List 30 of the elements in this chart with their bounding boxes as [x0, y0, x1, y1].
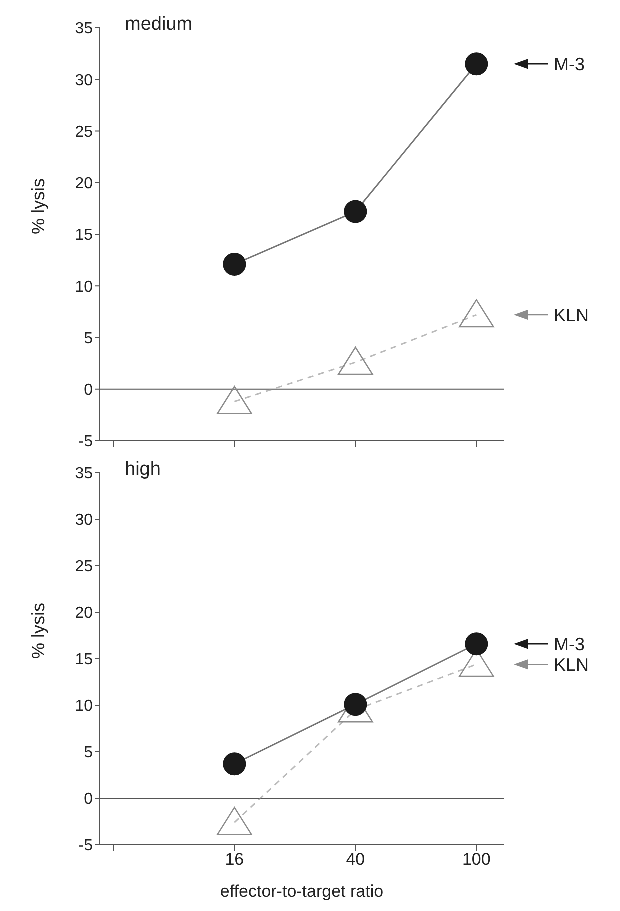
y-tick-label: 5: [84, 330, 94, 348]
y-axis-title: % lysis: [28, 178, 48, 234]
y-axis-title: % lysis: [28, 602, 48, 659]
y-tick-label: 5: [84, 744, 94, 762]
chart-title: medium: [125, 14, 193, 36]
y-tick-label: 25: [75, 558, 94, 576]
legend-label: KLN: [554, 305, 590, 326]
x-tick-label: 100: [462, 850, 491, 870]
y-tick-label: 25: [75, 124, 94, 141]
y-tick-label: -5: [78, 838, 94, 855]
chart-title: high: [125, 459, 161, 481]
y-tick-label: 30: [75, 512, 94, 530]
legend-label: M-3: [554, 634, 585, 654]
y-tick-label: 30: [75, 72, 94, 90]
x-tick-label: 16: [225, 850, 244, 870]
y-tick-label: 10: [75, 278, 94, 296]
y-tick-label: 15: [75, 652, 94, 669]
x-axis-title: effector-to-target ratio: [220, 882, 384, 901]
y-tick-label: 0: [84, 791, 94, 808]
legend-label: M-3: [554, 54, 585, 74]
y-tick-label: 10: [75, 698, 94, 716]
y-tick-label: -5: [78, 434, 94, 451]
y-tick-label: 20: [75, 176, 94, 193]
x-tick-label: 40: [346, 850, 366, 870]
y-tick-label: 35: [75, 466, 94, 483]
y-tick-label: 35: [75, 20, 94, 38]
y-tick-label: 20: [75, 605, 94, 622]
y-tick-label: 15: [75, 227, 94, 244]
legend-label: KLN: [554, 654, 590, 675]
y-tick-label: 0: [84, 382, 94, 400]
